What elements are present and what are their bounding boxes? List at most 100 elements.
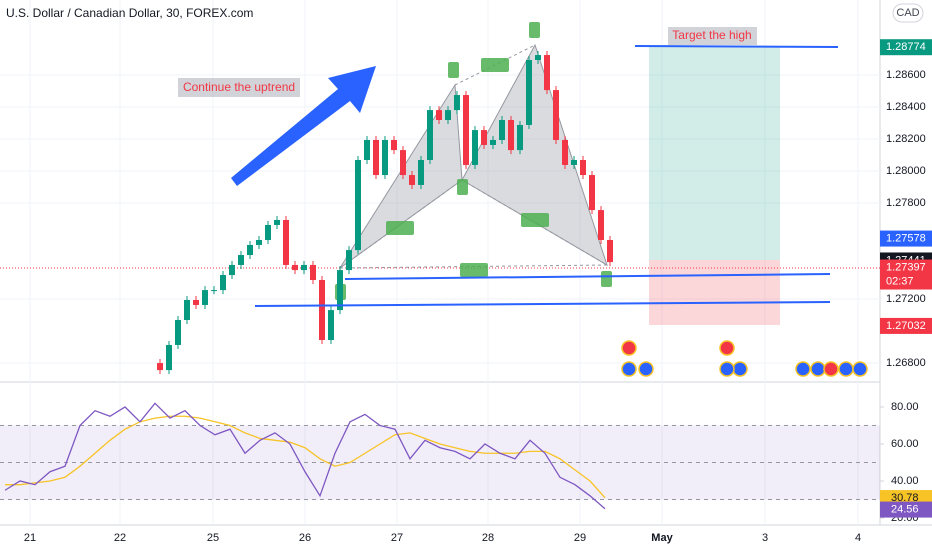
rsi-ma-line — [5, 415, 606, 499]
candle-body — [382, 140, 388, 176]
chart-title: U.S. Dollar / Canadian Dollar, 30, FOREX… — [6, 6, 253, 20]
candle-body — [229, 264, 235, 276]
x-tick-label: 22 — [114, 532, 126, 544]
candle-body — [238, 255, 244, 265]
candle-body — [526, 60, 532, 125]
x-tick-label: May — [651, 532, 673, 544]
target-zone — [649, 47, 780, 260]
candle-body — [544, 55, 550, 91]
event-icon — [621, 361, 637, 377]
y-tick-label: 1.28600 — [886, 69, 926, 81]
support-line — [344, 273, 831, 280]
candle-body — [391, 140, 397, 151]
x-tick-label: 27 — [391, 532, 403, 544]
event-icon — [795, 361, 811, 377]
price-badge-label: 1.27397 — [886, 261, 926, 273]
candle-body — [175, 320, 181, 345]
price-badge — [880, 39, 932, 56]
rsi-badge — [880, 501, 932, 518]
candle-body — [157, 363, 163, 371]
price-badge-label: 1.27578 — [886, 232, 926, 244]
event-icon — [621, 340, 637, 356]
x-tick-label: 29 — [574, 532, 586, 544]
annotation-box — [178, 78, 300, 97]
candle-body — [247, 244, 253, 256]
point-label — [601, 271, 612, 287]
ratio-label — [481, 58, 509, 72]
candle-body — [166, 344, 172, 371]
candle-body — [319, 280, 325, 340]
countdown: 02:37 — [886, 275, 914, 287]
candle-body — [427, 110, 433, 160]
candle-body — [283, 220, 289, 265]
candle-body — [499, 120, 505, 140]
candle-body — [490, 140, 496, 145]
candle-body — [373, 140, 379, 176]
pattern-labels — [335, 22, 612, 300]
price-badge — [880, 317, 932, 334]
event-icon — [732, 361, 748, 377]
candle-body — [292, 264, 298, 271]
x-tick-label: 4 — [855, 532, 861, 544]
rsi-tick-label: 40.00 — [891, 475, 919, 487]
candle-body — [508, 120, 514, 151]
currency: CAD — [896, 7, 919, 19]
candle-body — [535, 55, 541, 60]
rsi-badge-label: 24.56 — [891, 503, 919, 515]
candle-body — [193, 300, 199, 305]
point-label — [457, 179, 468, 195]
stop-zone — [649, 260, 780, 325]
ratio-label — [386, 221, 414, 235]
currency-chip — [892, 3, 924, 23]
candle-body — [202, 290, 208, 305]
price-badge — [880, 230, 932, 247]
support-line — [254, 301, 831, 307]
rsi-line — [4, 402, 606, 510]
price-badge-label: 1.27032 — [886, 320, 926, 332]
candle-body — [607, 240, 613, 263]
candle-body — [481, 130, 487, 145]
events — [621, 340, 868, 377]
candle-body — [184, 300, 190, 320]
candle-body — [337, 270, 343, 311]
annotation: Target the high — [672, 28, 751, 42]
candle-body — [301, 264, 307, 271]
candle-body — [265, 224, 271, 240]
candle-body — [256, 240, 262, 245]
candle-body — [571, 160, 577, 165]
candle-body — [220, 275, 226, 291]
y-tick-label: 1.27800 — [886, 197, 926, 209]
candle-body — [436, 110, 442, 120]
event-icon — [823, 361, 839, 377]
candle-body — [580, 160, 586, 176]
candle-body — [310, 264, 316, 280]
event-icon — [638, 361, 654, 377]
y-tick-label: 1.28400 — [886, 101, 926, 113]
price-badge — [880, 259, 932, 290]
candle-body — [472, 130, 478, 165]
y-tick-label: 1.28200 — [886, 133, 926, 145]
candle-body — [463, 95, 469, 165]
price-badge-label: 1.28774 — [886, 41, 926, 53]
candle-body — [274, 220, 280, 225]
candles — [157, 51, 613, 375]
candle-body — [364, 140, 370, 160]
event-icon — [719, 340, 735, 356]
candle-body — [454, 95, 460, 111]
event-icon — [719, 361, 735, 377]
candle-body — [328, 310, 334, 340]
rsi-badge-label: 30.78 — [891, 492, 919, 504]
candle-body — [553, 90, 559, 140]
candle-body — [409, 175, 415, 185]
x-tick-label: 21 — [24, 532, 36, 544]
candle-body — [346, 250, 352, 271]
x-tick-label: 3 — [762, 532, 768, 544]
rsi-tick-label: 60.00 — [891, 438, 919, 450]
event-icon — [838, 361, 854, 377]
ratio-label — [521, 213, 549, 227]
y-tick-label: 1.28000 — [886, 165, 926, 177]
candle-body — [517, 124, 523, 151]
candle-body — [400, 150, 406, 176]
